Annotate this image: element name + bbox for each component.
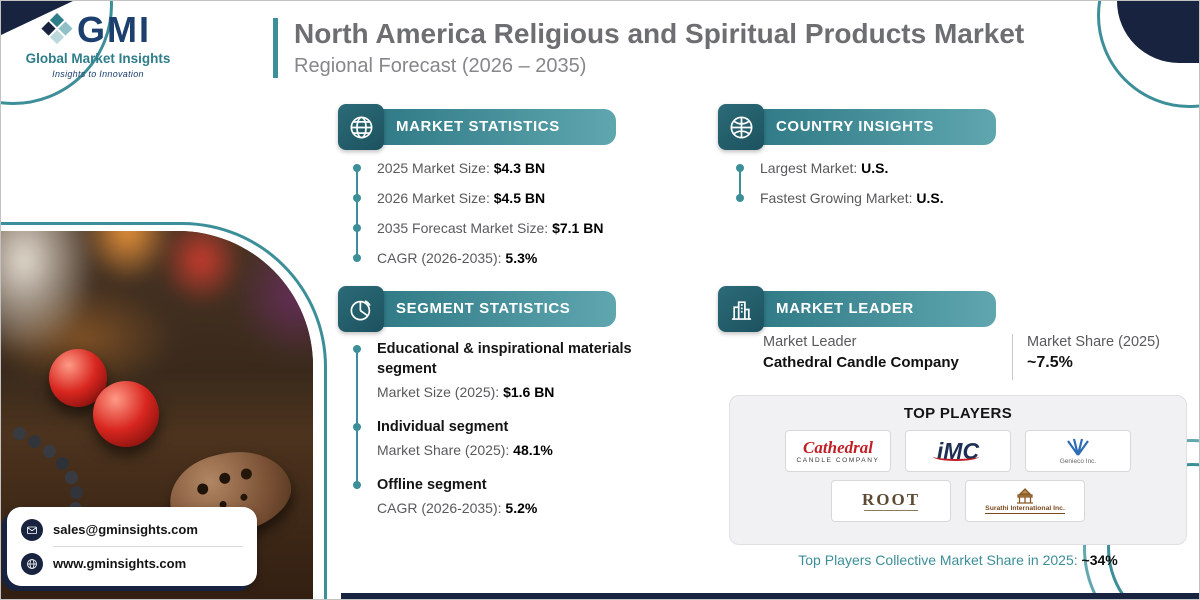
market-leader-title: MARKET LEADER [756,291,996,327]
logo-imc: iMC [905,430,1011,472]
market-statistics-title: MARKET STATISTICS [376,109,616,145]
segment-item: Individual segment Market Share (2025): … [353,417,665,461]
logo-root: ROOT [831,480,951,522]
surathi-emblem-icon [1017,488,1033,504]
gmi-logo-row: GMI [13,11,183,49]
building-icon [718,286,764,332]
segment-statistics-header: SEGMENT STATISTICS [338,286,616,332]
stat-item: 2035 Forecast Market Size: $7.1 BN [353,218,653,239]
market-leader-name-block: Market Leader Cathedral Candle Company [763,334,959,371]
red-bead-large [93,381,159,447]
email-icon [21,518,43,541]
top-players-row-2: ROOT Surathi International Inc. [730,480,1186,522]
list-connector [356,168,358,258]
contact-website-row: www.gminsights.com [21,550,243,577]
country-insights-header: COUNTRY INSIGHTS [718,104,996,150]
stat-item: 2025 Market Size: $4.3 BN [353,158,653,179]
market-leader-share-block: Market Share (2025) ~7.5% [1027,334,1160,371]
gmi-diamond-icon [40,13,74,47]
photo-arc-outline [1,222,327,599]
stat-item: 2026 Market Size: $4.5 BN [353,188,653,209]
market-leader-header: MARKET LEADER [718,286,996,332]
bottom-accent-bar [341,593,1199,599]
gmi-logo: GMI Global Market Insights Insights to I… [13,11,183,80]
top-players-share-line: Top Players Collective Market Share in 2… [798,552,1118,568]
globe-stats-icon [338,104,384,150]
contact-email: sales@gminsights.com [53,522,198,537]
page-title-block: North America Religious and Spiritual Pr… [273,18,1123,78]
logo-surathi: Surathi International Inc. [965,480,1085,522]
contact-divider [53,546,243,547]
country-insights-list: Largest Market: U.S. Fastest Growing Mar… [736,158,1036,218]
brand-tagline: Insights to Innovation [52,69,144,79]
list-connector [356,349,358,489]
brand-acronym: GMI [77,9,151,50]
genieco-fan-icon [1067,438,1089,456]
top-players-title: TOP PLAYERS [903,405,1013,422]
country-insights-title: COUNTRY INSIGHTS [756,109,996,145]
segment-item: Educational & inspirational materials se… [353,339,665,403]
market-leader-content: Market Leader Cathedral Candle Company M… [763,334,1160,380]
contact-card: sales@gminsights.com www.gminsights.com [7,507,257,586]
market-statistics-header: MARKET STATISTICS [338,104,616,150]
stat-item: Largest Market: U.S. [736,158,1036,179]
list-connector [739,168,741,198]
contact-website: www.gminsights.com [53,556,187,571]
top-players-box: TOP PLAYERS Cathedral CANDLE COMPANY iMC… [729,395,1187,545]
segment-item: Offline segment CAGR (2026-2035): 5.2% [353,475,665,519]
stat-item: CAGR (2026-2035): 5.3% [353,248,653,269]
logo-genieco: Genieco Inc. [1025,430,1131,472]
pie-chart-icon [338,286,384,332]
page-title: North America Religious and Spiritual Pr… [294,18,1025,49]
stat-item: Fastest Growing Market: U.S. [736,188,1036,209]
top-players-row-1: Cathedral CANDLE COMPANY iMC Genieco Inc… [730,430,1186,472]
page-subtitle: Regional Forecast (2026 – 2035) [294,55,587,77]
globe-icon [21,552,43,575]
prayer-beads-strand [13,427,26,440]
contact-email-row: sales@gminsights.com [21,516,243,543]
vertical-divider [1012,334,1013,380]
brand-name: Global Market Insights [25,51,171,66]
segment-statistics-list: Educational & inspirational materials se… [353,339,665,533]
globe-grid-icon [718,104,764,150]
market-statistics-list: 2025 Market Size: $4.3 BN 2026 Market Si… [353,158,653,278]
segment-statistics-title: SEGMENT STATISTICS [376,291,616,327]
logo-cathedral-candle: Cathedral CANDLE COMPANY [785,430,891,472]
